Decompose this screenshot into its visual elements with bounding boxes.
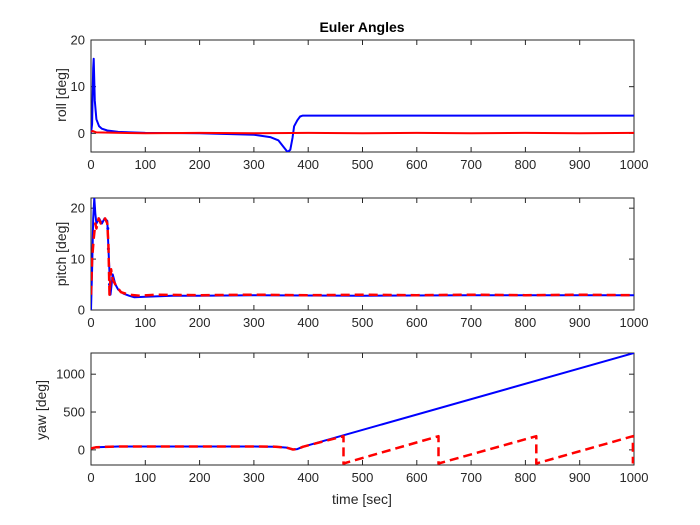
roll-xtick-label: 0: [87, 157, 94, 172]
pitch-xtick-label: 200: [189, 315, 211, 330]
yaw-xtick-label: 500: [352, 470, 374, 485]
roll-ytick-label: 0: [78, 126, 85, 141]
roll-subplot: 0 100 200 300 400 500 600 700 800 900 1000 0 10 20: [71, 33, 649, 173]
yaw-series-2-line: [91, 434, 634, 465]
yaw-xtick-label: 100: [134, 470, 156, 485]
roll-xtick-label: 300: [243, 157, 265, 172]
yaw-ytick-label: 0: [78, 442, 85, 457]
pitch-ytick-label: 10: [71, 252, 85, 267]
roll-xtick-label: 500: [352, 157, 374, 172]
yaw-ytick-label: 500: [63, 405, 85, 420]
yaw-xtick-label: 600: [406, 470, 428, 485]
yaw-xtick-label: 900: [569, 470, 591, 485]
yaw-subplot: 0 100 200 300 400 500 600 700 800 900 1000 0 500 1000: [56, 352, 649, 485]
pitch-xtick-label: 500: [352, 315, 374, 330]
pitch-series-1-line: [91, 198, 634, 310]
pitch-xtick-label: 300: [243, 315, 265, 330]
roll-xtick-label: 100: [134, 157, 156, 172]
yaw-axes-box: [90, 352, 635, 466]
pitch-axes-box: [90, 197, 635, 311]
roll-series-group: [91, 57, 634, 152]
roll-ylabel: roll [deg]: [53, 68, 69, 122]
pitch-series-2-line: [91, 217, 634, 297]
yaw-xtick-label: 0: [87, 470, 94, 485]
pitch-series-group: [91, 198, 634, 310]
pitch-xtick-label: 400: [297, 315, 319, 330]
yaw-xtick-label: 800: [515, 470, 537, 485]
roll-xtick-label: 900: [569, 157, 591, 172]
pitch-ytick-label: 20: [71, 201, 85, 216]
pitch-xtick-label: 800: [515, 315, 537, 330]
pitch-xtick-label: 0: [87, 315, 94, 330]
roll-ytick-label: 10: [71, 79, 85, 94]
roll-xtick-label: 200: [189, 157, 211, 172]
time-xlabel: time [sec]: [332, 491, 392, 507]
pitch-ytick-label: 0: [78, 303, 85, 318]
pitch-ylabel: pitch [deg]: [53, 222, 69, 287]
roll-xtick-label: 1000: [620, 157, 649, 172]
pitch-xtick-label: 900: [569, 315, 591, 330]
roll-xtick-label: 400: [297, 157, 319, 172]
pitch-series-1-point: [106, 227, 110, 231]
yaw-xtick-label: 1000: [620, 470, 649, 485]
pitch-xtick-label: 1000: [620, 315, 649, 330]
pitch-xtick-label: 600: [406, 315, 428, 330]
yaw-xtick-label: 200: [189, 470, 211, 485]
pitch-xtick-label: 700: [460, 315, 482, 330]
roll-ytick-label: 20: [71, 33, 85, 48]
roll-xtick-label: 800: [515, 157, 537, 172]
yaw-xtick-label: 700: [460, 470, 482, 485]
roll-xtick-label: 600: [406, 157, 428, 172]
roll-xtick-label: 700: [460, 157, 482, 172]
pitch-subplot: 0 100 200 300 400 500 600 700 800 900 1000 0 10 20: [71, 197, 649, 330]
yaw-ytick-label: 1000: [56, 367, 85, 382]
chart-title: Euler Angles: [319, 19, 404, 35]
yaw-xtick-label: 300: [243, 470, 265, 485]
roll-series-2-line: [91, 130, 634, 135]
yaw-ylabel: yaw [deg]: [33, 380, 49, 440]
yaw-xtick-label: 400: [297, 470, 319, 485]
roll-axes-box: [90, 39, 635, 153]
pitch-xtick-label: 100: [134, 315, 156, 330]
yaw-series-group: [91, 353, 634, 465]
